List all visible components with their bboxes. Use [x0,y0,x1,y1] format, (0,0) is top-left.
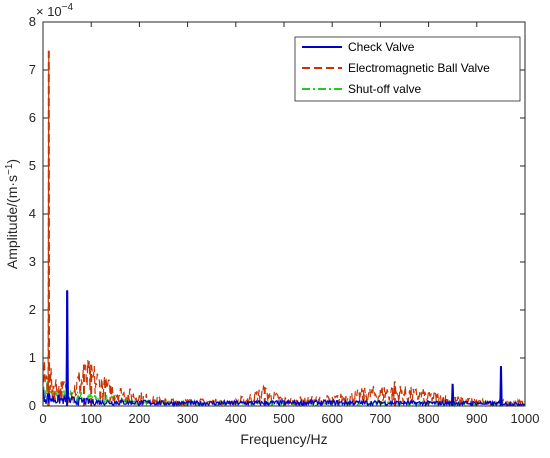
x-tick-label: 1000 [511,411,540,426]
legend-label-check-valve: Check Valve [348,40,415,54]
y-tick-label: 6 [29,110,36,125]
y-axis-label: Amplitude/(m·s−1) [4,159,20,269]
x-tick-label: 100 [80,411,102,426]
legend-entry-electromagnetic-ball-valve: Electromagnetic Ball Valve [302,61,490,75]
x-tick-label: 700 [370,411,392,426]
x-tick-label: 600 [321,411,343,426]
x-axis-label: Frequency/Hz [240,431,327,447]
y-tick-label: 4 [29,206,36,221]
legend-entry-shut-off-valve: Shut-off valve [302,82,421,96]
y-tick-label: 5 [29,158,36,173]
y-tick-label: 1 [29,350,36,365]
x-tick-label: 200 [129,411,151,426]
x-tick-label: 500 [273,411,295,426]
x-tick-label: 900 [466,411,488,426]
y-tick-label: 2 [29,302,36,317]
y-tick-label: 8 [29,14,36,29]
x-tick-label: 0 [39,411,46,426]
legend: Check Valve Electromagnetic Ball Valve S… [294,36,521,102]
y-exponent-label: × 10−4 [36,2,74,19]
y-tick-label: 3 [29,254,36,269]
legend-label-shut-off-valve: Shut-off valve [348,82,421,96]
y-exponent-power: −4 [62,2,74,13]
x-tick-label: 300 [177,411,199,426]
tick-layer: 0 100 200 300 400 500 600 700 800 900 1000 0 1 2 3 4 5 6 7… [29,14,540,426]
y-tick-label: 0 [29,398,36,413]
y-tick-label: 7 [29,62,36,77]
x-tick-label: 400 [225,411,247,426]
legend-label-electromagnetic-ball-valve: Electromagnetic Ball Valve [348,61,490,75]
series-layer [42,50,526,408]
x-tick-label: 800 [418,411,440,426]
series-line-electromagnetic-ball-valve [42,50,526,408]
legend-entry-check-valve: Check Valve [302,40,415,54]
